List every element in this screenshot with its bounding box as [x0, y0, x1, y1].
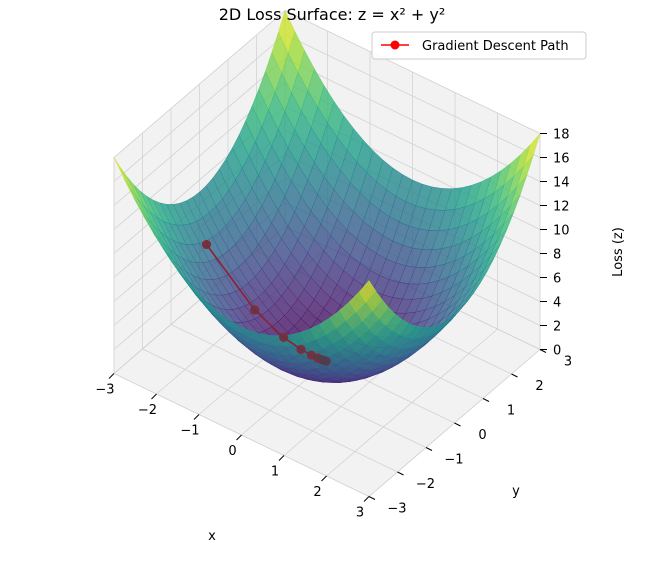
x-tick-label: −2	[138, 403, 157, 418]
x-tick	[321, 475, 327, 482]
x-tick-label: −3	[95, 383, 114, 398]
y-axis-label: y	[512, 484, 520, 499]
y-tick-label: 3	[564, 355, 572, 370]
x-tick-label: 3	[356, 506, 364, 521]
z-axis-label: Loss (z)	[611, 227, 626, 277]
x-axis-label: x	[208, 529, 216, 544]
x-tick	[193, 414, 200, 420]
x-tick	[151, 393, 157, 400]
grid-line-y-floor	[170, 324, 427, 448]
legend-marker-swatch	[390, 40, 400, 50]
y-tick-label: 2	[535, 379, 543, 394]
x-tick	[108, 373, 115, 379]
legend: Gradient Descent Path	[371, 31, 587, 60]
z-tick-label: 0	[553, 344, 561, 359]
z-tick-label: 8	[553, 248, 561, 263]
x-tick-label: 0	[228, 444, 236, 459]
x-tick	[363, 496, 370, 502]
y-tick	[425, 447, 433, 451]
gradient-descent-path	[202, 240, 331, 366]
y-tick-label: 1	[507, 404, 515, 419]
z-tick-label: 18	[553, 128, 570, 143]
path-point-shade	[296, 344, 306, 354]
y-tick	[454, 422, 461, 427]
path-point-shade	[321, 356, 331, 366]
x-tick-label: 2	[313, 485, 321, 500]
grid-line-z-left	[113, 58, 286, 206]
z-tick-label: 14	[553, 176, 570, 191]
y-tick-label: 0	[478, 428, 486, 443]
y-tick	[482, 398, 490, 402]
x-tick-label: 1	[271, 465, 279, 480]
path-point-shade	[250, 305, 260, 315]
z-tick-label: 12	[553, 200, 570, 215]
path-point-shade	[202, 240, 211, 249]
legend-box	[371, 31, 587, 60]
x-tick	[278, 455, 285, 461]
surface-patch	[342, 362, 360, 372]
y-tick	[511, 373, 518, 378]
y-tick-label: −3	[387, 502, 406, 517]
y-tick-label: −1	[444, 453, 463, 468]
grid-line-z-back	[284, 34, 541, 158]
path-point-shade	[279, 332, 289, 342]
x-tick	[236, 434, 242, 441]
y-tick	[397, 471, 404, 476]
grid-line-z-back	[284, 10, 541, 134]
grid-line-z-back	[284, 58, 541, 182]
grid-line-y-floor	[142, 348, 398, 473]
z-tick-label: 16	[553, 152, 570, 167]
grid-line-z-left	[113, 10, 286, 158]
x-tick-label: −1	[180, 424, 199, 439]
chart-title: 2D Loss Surface: z = x² + y²	[219, 5, 446, 24]
z-tick-label: 10	[553, 224, 570, 239]
z-tick-label: 6	[553, 272, 561, 287]
grid-line-z-left	[113, 34, 286, 182]
z-tick-label: 2	[553, 320, 561, 335]
z-tick-label: 4	[553, 296, 561, 311]
y-tick-label: −2	[416, 477, 435, 492]
y-tick	[368, 496, 376, 500]
legend-label: Gradient Descent Path	[422, 39, 569, 54]
